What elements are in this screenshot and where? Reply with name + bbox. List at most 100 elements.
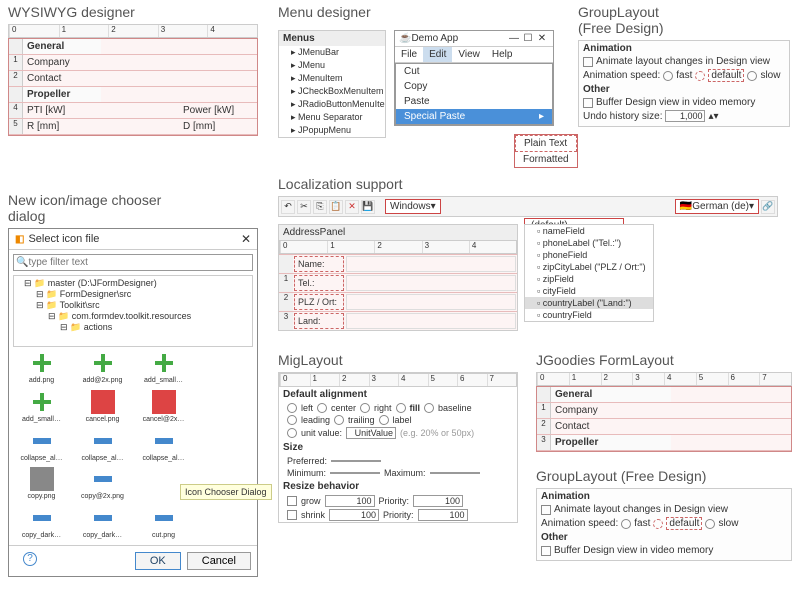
undo-spinner[interactable]: 1,000 — [665, 110, 705, 122]
icon-item[interactable]: add_small… — [13, 390, 70, 425]
tree-node[interactable]: ▫ zipCityLabel ("PLZ / Ort:") — [525, 261, 653, 273]
minimize-icon[interactable]: — — [507, 33, 521, 44]
icon-grid[interactable]: add.pngadd@2x.pngadd_small…add_small…can… — [13, 351, 253, 541]
dialog-close-icon[interactable]: ✕ — [241, 232, 251, 246]
tree-node[interactable]: ▫ cityField — [525, 285, 653, 297]
menubar-file[interactable]: File — [395, 47, 423, 62]
menu-tree-item[interactable]: ▸ JMenuBar — [279, 46, 385, 59]
speed2-slow[interactable] — [705, 519, 715, 529]
icon-item[interactable]: add_small… — [135, 351, 192, 386]
speed2-default[interactable] — [653, 519, 663, 529]
align-baseline[interactable] — [424, 403, 434, 413]
maximize-icon[interactable]: ☐ — [521, 33, 535, 44]
icon-item[interactable]: add.png — [13, 351, 70, 386]
unit-input[interactable]: UnitValue — [346, 427, 396, 439]
jgoodies-form[interactable]: General1Company2Contact3Propeller — [536, 386, 792, 452]
animate-checkbox[interactable] — [583, 57, 593, 67]
menu-tree-item[interactable]: ▸ JCheckBoxMenuItem — [279, 85, 385, 98]
animate2-checkbox[interactable] — [541, 505, 551, 515]
icon-item[interactable]: add@2x.png — [74, 351, 131, 386]
icon-item[interactable]: copy_dark… — [74, 506, 131, 541]
folder-tree[interactable]: ⊟ 📁 master (D:\JFormDesigner)⊟ 📁 FormDes… — [13, 275, 253, 347]
align-leading[interactable] — [287, 415, 297, 425]
wysiwyg-form[interactable]: General1Company2ContactPropeller4PTI [kW… — [8, 38, 258, 136]
shrink-priority[interactable]: 100 — [418, 509, 468, 521]
align-fill[interactable] — [396, 403, 406, 413]
icon-item[interactable]: cut.png — [135, 506, 192, 541]
menu-special-paste[interactable]: Special Paste▸ — [396, 109, 552, 124]
icon-item[interactable]: cancel@2x… — [135, 390, 192, 425]
address-panel[interactable]: AddressPanel 01234 Name:1Tel.:2PLZ / Ort… — [278, 224, 518, 331]
align-center[interactable] — [317, 403, 327, 413]
buffer2-checkbox[interactable] — [541, 546, 551, 556]
menubar-view[interactable]: View — [452, 47, 486, 62]
grow-priority[interactable]: 100 — [413, 495, 463, 507]
ok-button[interactable]: OK — [135, 552, 181, 570]
copy-icon[interactable]: ⎘ — [313, 200, 327, 214]
menu-tree-item[interactable]: ▸ Menu Separator — [279, 111, 385, 124]
menu-tree-item[interactable]: ▸ JPopupMenu — [279, 124, 385, 137]
menu-tree-item[interactable]: ▸ JMenuItem — [279, 72, 385, 85]
link-icon[interactable]: 🔗 — [761, 200, 775, 214]
icon-item[interactable]: copy_dark… — [13, 506, 70, 541]
close-icon[interactable]: ✕ — [535, 33, 549, 44]
icon-item[interactable]: collapse_al… — [74, 429, 131, 464]
speed-default-radio[interactable] — [695, 71, 705, 81]
menu-tree[interactable]: Menus ▸ JMenuBar▸ JMenu▸ JMenuItem▸ JChe… — [278, 30, 386, 138]
tree-node[interactable]: ▫ nameField — [525, 225, 653, 237]
min-input[interactable] — [330, 472, 380, 474]
menu-paste[interactable]: Paste — [396, 94, 552, 109]
filter-input[interactable] — [28, 257, 250, 268]
submenu-formatted[interactable]: Formatted — [515, 152, 577, 167]
cut-icon[interactable]: ✂ — [297, 200, 311, 214]
icon-item[interactable] — [196, 390, 253, 425]
speed2-fast[interactable] — [621, 519, 631, 529]
grow-checkbox[interactable] — [287, 496, 297, 506]
buffer-checkbox[interactable] — [583, 98, 593, 108]
grow-weight[interactable]: 100 — [325, 495, 375, 507]
tree-node[interactable]: ▫ zipField — [525, 273, 653, 285]
loc-toolbar[interactable]: ↶ ✂ ⎘ 📋 ✕ 💾 Windows ▾ 🇩🇪 German (de) ▾ 🔗 — [278, 196, 778, 217]
icon-item[interactable]: cancel.png — [74, 390, 131, 425]
speed-fast-radio[interactable] — [663, 71, 673, 81]
menu-cut[interactable]: Cut — [396, 64, 552, 79]
pref-input[interactable] — [331, 460, 381, 462]
shrink-weight[interactable]: 100 — [329, 509, 379, 521]
lang-combo[interactable]: 🇩🇪 German (de) ▾ — [675, 199, 759, 214]
tree-node[interactable]: ▫ countryField — [525, 309, 653, 321]
icon-item[interactable] — [196, 429, 253, 464]
shrink-checkbox[interactable] — [287, 510, 297, 520]
icon-item[interactable]: copy.png — [13, 467, 70, 502]
filter-box[interactable]: 🔍 — [13, 254, 253, 271]
menubar-edit[interactable]: Edit — [423, 47, 452, 62]
icon-item[interactable]: collapse_al… — [135, 429, 192, 464]
speed-slow-radio[interactable] — [747, 71, 757, 81]
demo-menubar[interactable]: FileEditViewHelp — [395, 47, 553, 63]
unit-radio[interactable] — [287, 428, 297, 438]
delete-icon[interactable]: ✕ — [345, 200, 359, 214]
icon-item[interactable]: collapse_al… — [13, 429, 70, 464]
save-icon[interactable]: 💾 — [361, 200, 375, 214]
menu-tree-item[interactable]: ▸ JRadioButtonMenuItem — [279, 98, 385, 111]
menu-tree-item[interactable]: ▸ JMenu — [279, 59, 385, 72]
tree-node[interactable]: ▫ countryLabel ("Land:") — [525, 297, 653, 309]
submenu-plain[interactable]: Plain Text — [515, 135, 577, 152]
tb-icon[interactable]: ↶ — [281, 200, 295, 214]
icon-item[interactable]: copy@2x.png — [74, 467, 131, 502]
icon-item[interactable] — [196, 351, 253, 386]
align-label[interactable] — [379, 415, 389, 425]
max-input[interactable] — [430, 472, 480, 474]
menubar-help[interactable]: Help — [486, 47, 519, 62]
edit-dropdown[interactable]: Cut Copy Paste Special Paste▸ — [395, 63, 553, 125]
paste-icon[interactable]: 📋 — [329, 200, 343, 214]
tree-node[interactable]: ▫ phoneLabel ("Tel.:") — [525, 237, 653, 249]
align-left[interactable] — [287, 403, 297, 413]
menu-copy[interactable]: Copy — [396, 79, 552, 94]
align-right[interactable] — [360, 403, 370, 413]
help-icon[interactable]: ? — [23, 552, 37, 566]
align-trailing[interactable] — [334, 415, 344, 425]
component-tree[interactable]: ▫ nameField▫ phoneLabel ("Tel.:")▫ phone… — [524, 224, 654, 322]
laf-combo[interactable]: Windows ▾ — [385, 199, 441, 214]
tree-node[interactable]: ▫ phoneField — [525, 249, 653, 261]
cancel-button[interactable]: Cancel — [187, 552, 251, 570]
